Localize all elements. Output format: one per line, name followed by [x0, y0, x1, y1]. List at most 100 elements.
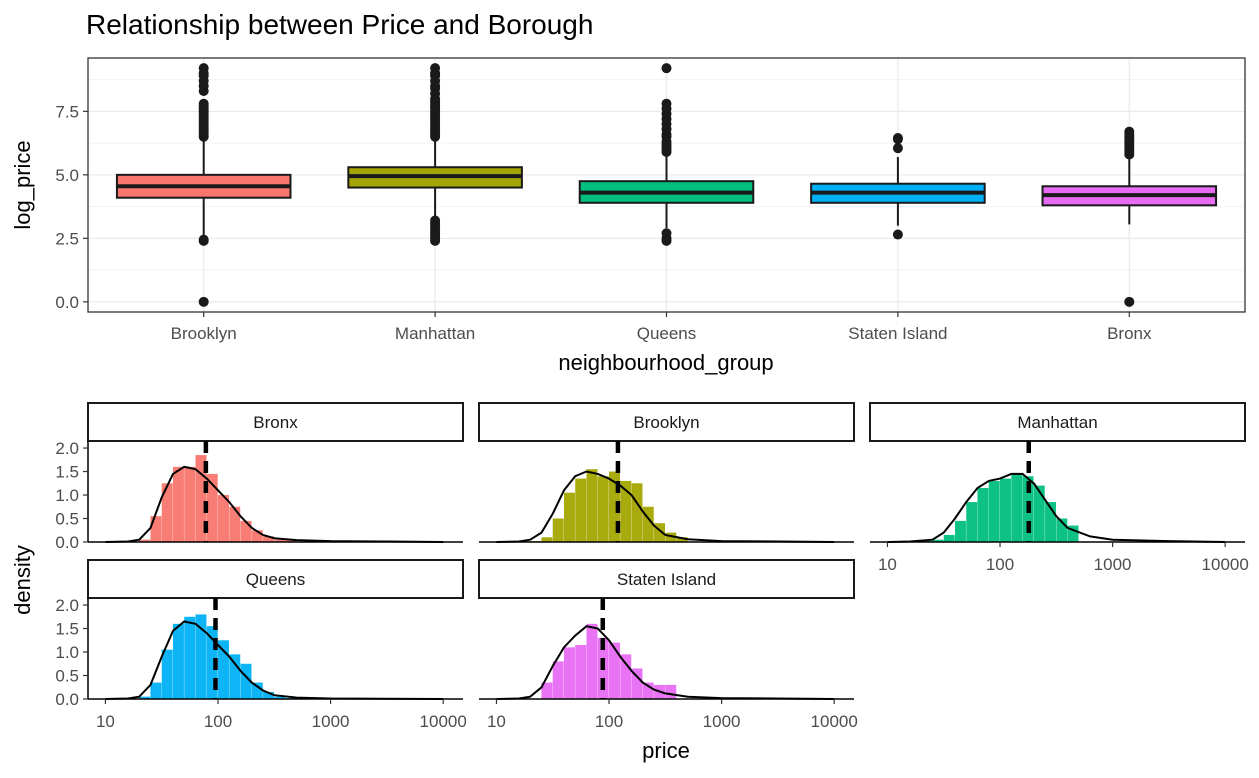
histogram-bar: [575, 478, 587, 542]
histogram-bar: [988, 480, 1000, 542]
histogram-bar: [161, 649, 173, 699]
histogram-x-tick-label: 10000: [811, 712, 858, 731]
facet-manhattan: Manhattan 10 100 1000 10000: [869, 402, 1249, 574]
facet-strip-label: Manhattan: [1017, 413, 1097, 432]
histogram-x-tick-label: 10: [96, 712, 115, 731]
histogram-bar: [966, 502, 978, 542]
box-manhattan: [347, 63, 523, 246]
boxplot-x-tick-label-manhattan: Manhattan: [395, 324, 475, 343]
density-curve: [496, 625, 835, 700]
box-outlier-point: [661, 98, 672, 109]
histogram-bar: [218, 640, 229, 699]
density-curve: [496, 470, 835, 543]
histogram-bar: [1033, 485, 1045, 542]
histogram-bar: [1067, 525, 1079, 542]
boxplot-y-tick-label: 5.0: [55, 166, 79, 185]
histogram-bar: [184, 616, 196, 699]
histogram-x-tick-label: 100: [595, 712, 623, 731]
histogram-bar: [552, 518, 564, 542]
facet-strip: [87, 559, 464, 599]
histogram-bar: [1045, 502, 1057, 542]
histogram-bar: [195, 614, 207, 699]
histogram-bar: [1056, 518, 1068, 542]
histogram-bar: [206, 473, 218, 542]
histogram-bar: [541, 682, 553, 699]
histogram-bar: [665, 684, 677, 699]
facet-strip: [87, 402, 464, 442]
histogram-bar: [184, 466, 196, 542]
histogram-bar: [195, 455, 207, 542]
histogram-x-tick-label: 10000: [420, 712, 467, 731]
facet-strip-label: Brooklyn: [633, 413, 699, 432]
histogram-x-tick-label: 10: [878, 555, 897, 574]
histogram-bar: [150, 516, 162, 542]
histogram-bar: [218, 495, 229, 542]
histogram-bar: [563, 492, 575, 542]
facet-strip-label: Queens: [246, 570, 306, 589]
histogram-x-tick-label: 1000: [312, 712, 350, 731]
histogram-y-tick-label: 0.5: [55, 667, 79, 686]
facet-strip: [478, 559, 855, 599]
facet-queens: Queens 0.0 0.5 1.0 1.5 2.0 10 100 1000 10000: [55, 559, 467, 731]
histogram-bar: [251, 530, 263, 542]
density-curve: [887, 472, 1226, 543]
boxplot-y-tick-label: 0.0: [55, 293, 79, 312]
box-queens: [578, 63, 755, 246]
histogram-bar: [943, 534, 955, 542]
histogram-bar: [676, 537, 688, 542]
box-outlier-point: [198, 296, 209, 307]
histogram-x-tick-label: 10: [487, 712, 506, 731]
box-bronx: [1041, 126, 1218, 307]
chart-title: Relationship between Price and Borough: [86, 9, 593, 40]
box-outlier-point: [430, 63, 441, 74]
histogram-bar: [620, 480, 632, 542]
histogram-bar: [642, 506, 654, 542]
density-curve: [105, 620, 444, 700]
histogram-bar: [977, 487, 989, 542]
facet-strip-label: Bronx: [253, 413, 298, 432]
histogram-bar: [263, 691, 275, 699]
histogram-x-tick-label: 1000: [1094, 555, 1132, 574]
facet-strip: [478, 402, 855, 442]
histogram-bar: [563, 647, 575, 699]
box-staten-island: [810, 133, 986, 240]
histogram-bar: [954, 520, 966, 542]
histogram-bar: [285, 539, 297, 542]
histogram-bar: [932, 539, 944, 542]
histogram-y-tick-label: 1.5: [55, 620, 79, 639]
histogram-bar: [1011, 473, 1023, 542]
facet-staten-island: Staten Island 10 100 1000 10000: [478, 559, 858, 731]
histogram-bar: [139, 696, 151, 699]
histogram-x-tick-label: 100: [986, 555, 1014, 574]
histogram-bar: [586, 623, 598, 699]
histogram-y-tick-label: 0.5: [55, 510, 79, 529]
density-curve: [105, 465, 444, 543]
box-outlier-point: [661, 63, 672, 74]
histogram-y-tick-label: 2.0: [55, 596, 79, 615]
histogram-y-tick-label: 0.0: [55, 533, 79, 552]
boxplot-x-tick-label-staten-island: Staten Island: [848, 324, 947, 343]
box-outlier-point: [661, 228, 672, 239]
histogram-bar: [654, 523, 666, 542]
histogram-x-tick-label: 10000: [1202, 555, 1249, 574]
facet-strip-label: Staten Island: [617, 570, 716, 589]
box-outlier-point: [430, 215, 441, 226]
boxplot-y-axis-title: log_price: [10, 140, 35, 229]
histogram-bar: [620, 654, 632, 699]
histogram-bar: [552, 661, 564, 699]
boxplot-x-axis-title: neighbourhood_group: [558, 350, 773, 375]
box-outlier-point: [1124, 296, 1135, 307]
histogram-bar: [229, 654, 241, 699]
histogram-x-tick-label: 1000: [703, 712, 741, 731]
histogram-bar: [575, 644, 587, 699]
histogram-y-axis-title: density: [10, 545, 35, 615]
box-outlier-point: [198, 98, 209, 109]
boxplot-x-tick-label-queens: Queens: [637, 324, 697, 343]
box-outlier-point: [892, 133, 903, 144]
histogram-bar: [229, 506, 241, 542]
histogram-bar: [631, 668, 643, 699]
histogram-bar: [597, 476, 609, 542]
histogram-bar: [172, 623, 184, 699]
histogram-x-axis-title: price: [642, 738, 690, 763]
